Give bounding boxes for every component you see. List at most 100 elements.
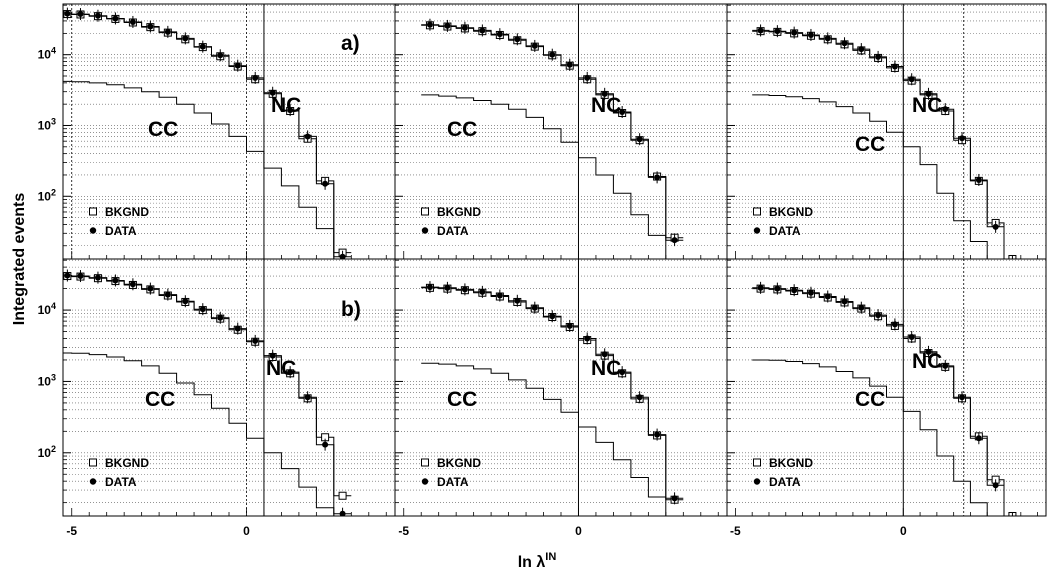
legend-bkgnd-marker [421,458,429,467]
y-tick-label-exponent: 3 [51,372,56,382]
data-point [252,337,259,344]
annotation-cc: CC [148,118,178,141]
data-point [496,292,503,299]
y-tick-label: 103 [38,372,56,388]
data-point [129,281,136,288]
data-point [619,109,626,116]
data-point [514,36,521,43]
data-point [774,28,781,35]
data-point [339,253,346,259]
panel-a-3: NC CC BKGND DATA [726,3,1047,260]
data-point [199,43,206,50]
y-tick-label-exponent: 2 [51,444,56,454]
data-point [757,27,764,34]
data-point [444,22,451,29]
legend: BKGND DATA [421,205,481,238]
data-point [601,90,608,97]
data-point [461,286,468,293]
data-point [875,312,882,319]
data-point [322,441,329,448]
y-tick-label-exponent: 2 [51,187,56,197]
x-tick-labels: -5 0 -5 0 -5 0 [66,524,907,538]
annotation-nc: NC [591,94,621,117]
data-point [891,63,898,70]
data-point [841,40,848,47]
y-tick-label: 103 [38,116,56,132]
data-point [959,394,966,401]
data-point [992,223,999,230]
data-point [182,35,189,42]
legend-bkgnd-label: BKGND [105,456,149,470]
data-point [791,29,798,36]
annotation-cc: CC [145,388,175,411]
data-point [252,74,259,81]
panel-plot-area [727,4,1046,259]
data-point [199,306,206,313]
panel-b-2: NC CC BKGND DATA [394,258,728,517]
x-axis-label: ln λIN [518,551,557,571]
data-point [531,304,538,311]
legend-bkgnd-label: BKGND [769,205,813,219]
panel-plot-area [63,4,395,259]
x-tick-label: -5 [398,524,409,538]
data-point [64,272,71,279]
data-point [339,510,346,516]
legend-data-marker [753,227,761,234]
data-point [269,89,276,96]
data-point [908,76,915,83]
y-tick-label-exponent: 4 [51,301,56,311]
legend: BKGND DATA [421,456,481,489]
data-point [304,394,311,401]
y-tick-label-base: 10 [38,446,52,460]
series-data-histogram [752,29,1005,259]
data-point [287,369,294,376]
series-cc-histogram [752,359,1004,516]
data-point [549,313,556,320]
data-point [636,136,643,143]
data-point [531,42,538,49]
data-point [64,10,71,17]
annotation-nc: NC [912,94,942,117]
data-point [461,24,468,31]
data-point [908,333,915,340]
series-cc-histogram [421,362,667,516]
data-point [287,107,294,114]
data-point [129,18,136,25]
data-point [858,46,865,53]
panel-row-label: a) [341,32,360,55]
y-tick-label-exponent: 4 [51,46,56,56]
legend-bkgnd-marker [89,458,97,467]
series-cc-histogram [421,94,684,259]
annotation-nc: NC [591,357,621,380]
data-point [875,53,882,60]
data-point [496,31,503,38]
data-point [514,297,521,304]
series-data-histogram [752,287,1005,516]
data-point [112,15,119,22]
x-tick-label: 0 [575,524,582,538]
annotation-cc: CC [855,133,885,156]
y-tick-label-base: 10 [38,374,52,388]
legend-bkgnd-label: BKGND [437,205,481,219]
legend-bkgnd-label: BKGND [437,456,481,470]
data-point [791,287,798,294]
data-point [217,52,224,59]
data-point [824,293,831,300]
legend-bkgnd-marker [753,458,761,467]
data-point [757,284,764,291]
data-point [182,298,189,305]
data-point [164,291,171,298]
panel-b-3: NC CC BKGND DATA [726,258,1047,517]
series-cc-histogram [63,80,352,259]
data-point [234,62,241,69]
data-point [925,348,932,355]
y-tick-label-base: 10 [38,118,52,132]
y-tick-label: 102 [38,444,56,460]
legend-data-label: DATA [437,224,469,238]
data-point [94,274,101,281]
data-point [584,74,591,81]
data-point [619,369,626,376]
data-point [444,284,451,291]
